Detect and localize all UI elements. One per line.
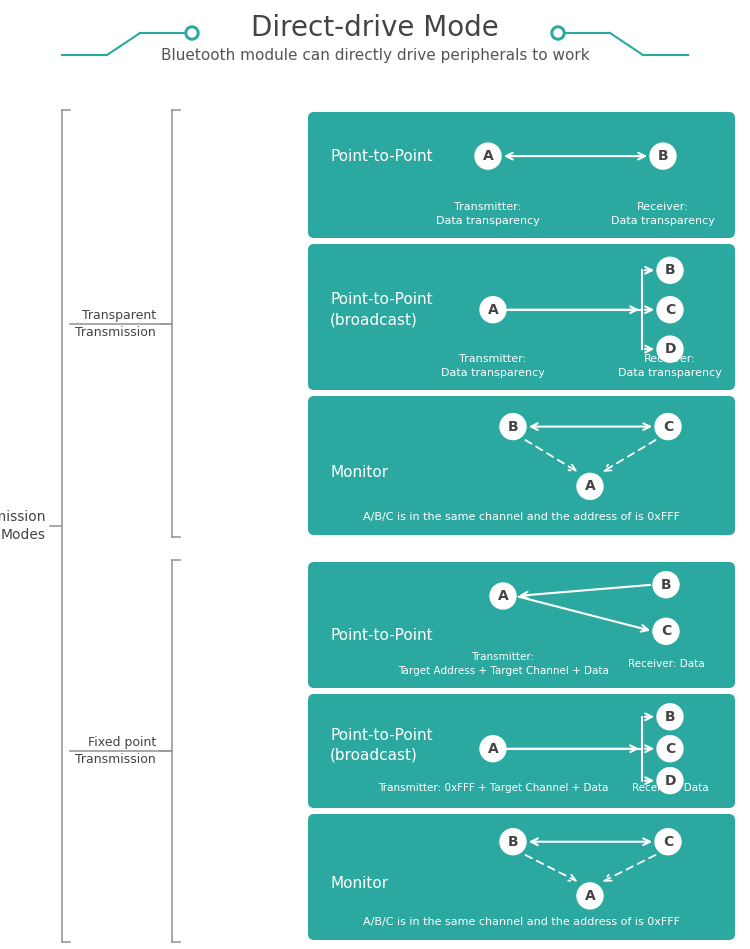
FancyBboxPatch shape	[308, 562, 735, 688]
Text: C: C	[663, 835, 674, 848]
Circle shape	[577, 883, 603, 909]
Text: B: B	[508, 835, 518, 848]
FancyBboxPatch shape	[308, 396, 735, 535]
Text: Point-to-Point: Point-to-Point	[330, 149, 433, 163]
Circle shape	[480, 735, 506, 762]
Text: C: C	[664, 742, 675, 755]
Text: B: B	[658, 149, 668, 163]
FancyBboxPatch shape	[308, 112, 735, 238]
Circle shape	[657, 257, 683, 284]
Text: Transmitter:
Data transparency: Transmitter: Data transparency	[441, 354, 545, 378]
Circle shape	[551, 26, 565, 40]
Text: A: A	[498, 589, 508, 603]
Text: B: B	[664, 263, 675, 277]
Circle shape	[655, 828, 681, 855]
Text: Monitor: Monitor	[330, 465, 388, 480]
Text: Receiver: Data: Receiver: Data	[632, 783, 708, 793]
Circle shape	[653, 619, 679, 644]
Circle shape	[480, 297, 506, 323]
Text: A/B/C is in the same channel and the address of is 0xFFF: A/B/C is in the same channel and the add…	[363, 917, 680, 927]
Circle shape	[577, 474, 603, 499]
Text: C: C	[663, 419, 674, 434]
Text: Transparent
Transmission: Transparent Transmission	[75, 308, 156, 339]
Text: C: C	[661, 624, 671, 639]
Circle shape	[500, 414, 526, 439]
Text: B: B	[661, 578, 671, 591]
FancyBboxPatch shape	[308, 244, 735, 390]
Circle shape	[554, 29, 562, 37]
Text: Receiver: Data: Receiver: Data	[628, 659, 704, 669]
Text: Transmitter:
Target Address + Target Channel + Data: Transmitter: Target Address + Target Cha…	[398, 652, 608, 676]
Text: B: B	[664, 710, 675, 724]
Circle shape	[657, 704, 683, 730]
Text: Point-to-Point
(broadcast): Point-to-Point (broadcast)	[330, 292, 433, 327]
Circle shape	[657, 336, 683, 363]
Circle shape	[490, 583, 516, 609]
Text: Transmission
Modes: Transmission Modes	[0, 510, 46, 542]
Text: Monitor: Monitor	[330, 876, 388, 891]
Text: Bluetooth module can directly drive peripherals to work: Bluetooth module can directly drive peri…	[160, 47, 590, 63]
Circle shape	[655, 414, 681, 439]
Circle shape	[657, 735, 683, 762]
Text: A: A	[585, 889, 596, 902]
Circle shape	[185, 26, 199, 40]
Circle shape	[188, 29, 196, 37]
FancyBboxPatch shape	[308, 814, 735, 940]
Text: Point-to-Point: Point-to-Point	[330, 627, 433, 642]
Text: A/B/C is in the same channel and the address of is 0xFFF: A/B/C is in the same channel and the add…	[363, 512, 680, 522]
Circle shape	[650, 143, 676, 169]
Text: A: A	[488, 303, 498, 317]
Text: Direct-drive Mode: Direct-drive Mode	[251, 14, 499, 42]
Text: Receiver:
Data transparency: Receiver: Data transparency	[611, 202, 715, 226]
Text: Receiver:
Data transparency: Receiver: Data transparency	[618, 354, 722, 378]
Text: Transmitter: 0xFFF + Target Channel + Data: Transmitter: 0xFFF + Target Channel + Da…	[378, 783, 608, 793]
Text: C: C	[664, 303, 675, 317]
Text: D: D	[664, 773, 676, 788]
Circle shape	[500, 828, 526, 855]
Text: A: A	[488, 742, 498, 755]
FancyBboxPatch shape	[308, 694, 735, 808]
Text: A: A	[483, 149, 494, 163]
Text: A: A	[585, 479, 596, 493]
Circle shape	[653, 571, 679, 598]
Text: Point-to-Point
(broadcast): Point-to-Point (broadcast)	[330, 728, 433, 763]
Text: D: D	[664, 343, 676, 356]
Text: B: B	[508, 419, 518, 434]
Circle shape	[475, 143, 501, 169]
Text: Transmitter:
Data transparency: Transmitter: Data transparency	[436, 202, 540, 226]
Text: Fixed point
Transmission: Fixed point Transmission	[75, 736, 156, 766]
Circle shape	[657, 768, 683, 793]
Circle shape	[657, 297, 683, 323]
